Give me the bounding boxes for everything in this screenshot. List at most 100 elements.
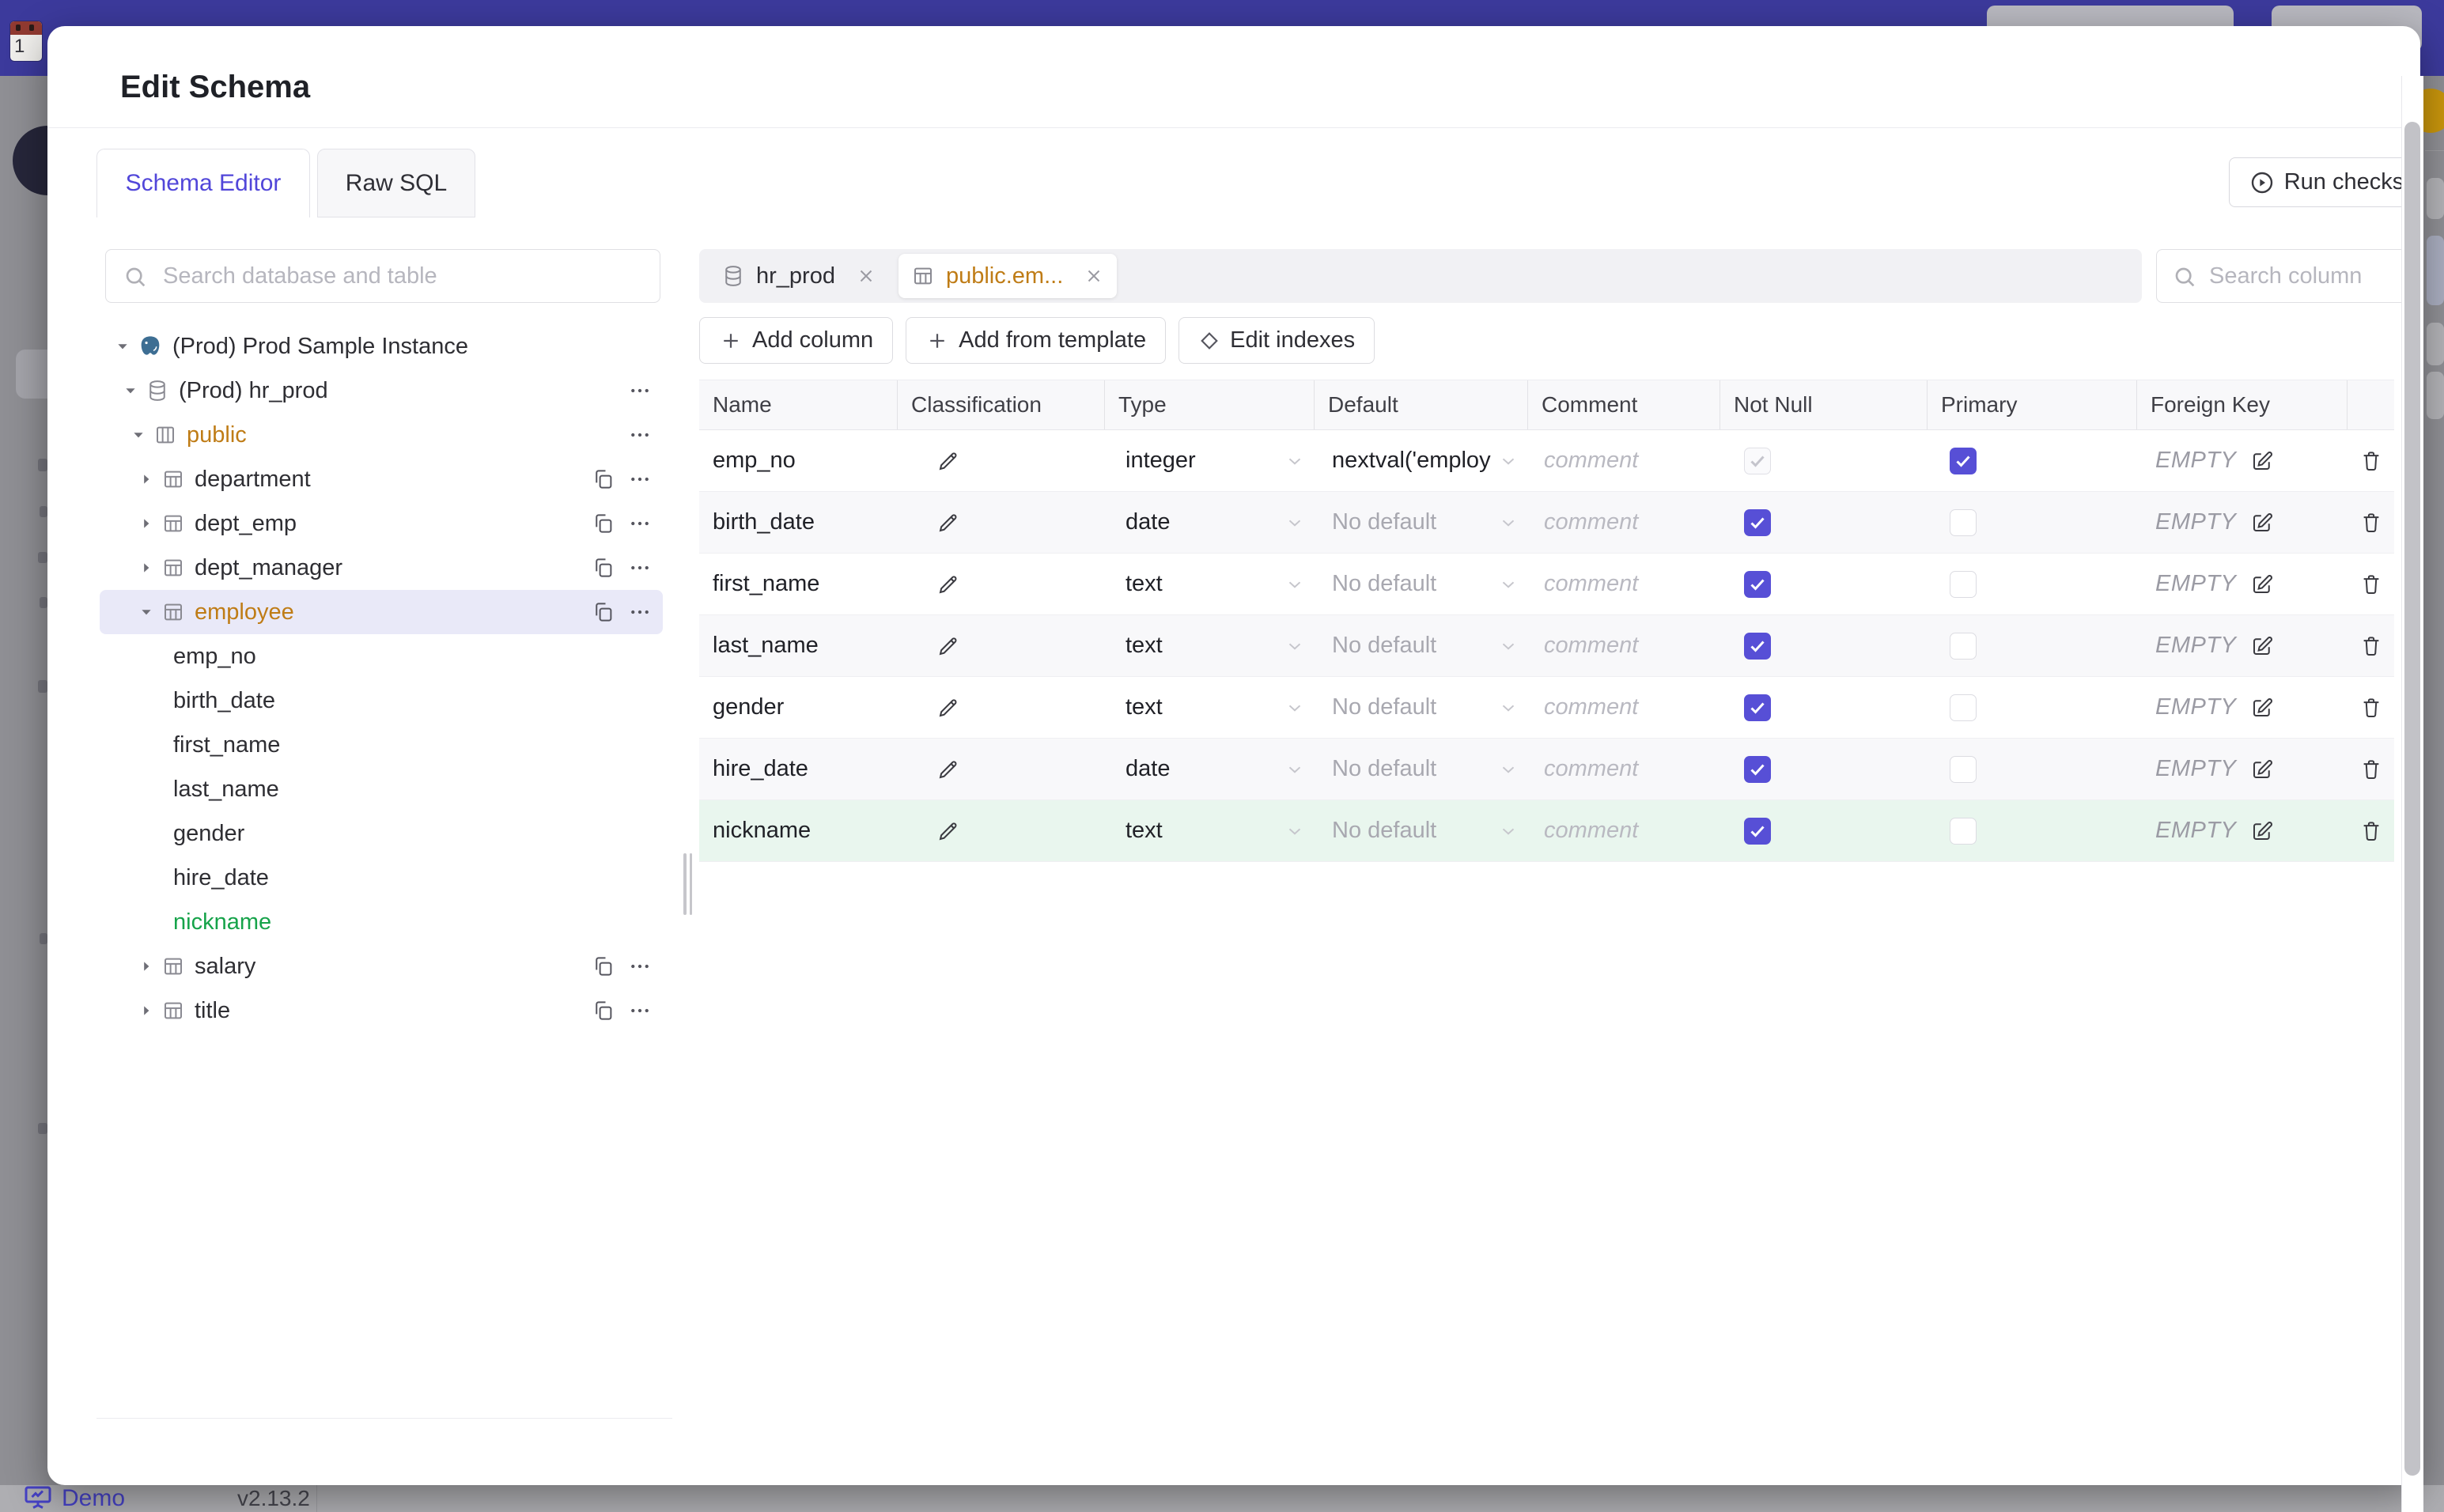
more-actions-icon[interactable] — [628, 379, 652, 403]
tree-item-dept_emp[interactable]: dept_emp — [100, 501, 663, 546]
not-null-checkbox[interactable] — [1720, 615, 1928, 676]
type-select[interactable]: integer — [1105, 430, 1315, 491]
pencil-icon[interactable] — [936, 758, 960, 781]
foreign-key-cell[interactable]: EMPTY — [2137, 492, 2348, 553]
comment-input[interactable]: comment — [1544, 448, 1639, 473]
caret-right-icon[interactable] — [136, 516, 157, 531]
checkbox-icon[interactable] — [1950, 694, 1977, 721]
pencil-icon[interactable] — [936, 634, 960, 658]
not-null-checkbox[interactable] — [1720, 677, 1928, 738]
primary-checkbox[interactable] — [1928, 677, 2137, 738]
default-select[interactable]: nextval('employ — [1315, 430, 1528, 491]
classification-cell[interactable] — [898, 739, 1105, 799]
more-actions-icon[interactable] — [628, 954, 652, 978]
column-name-cell[interactable]: hire_date — [713, 756, 808, 781]
tab-schema-editor[interactable]: Schema Editor — [96, 149, 310, 217]
tree-item-birth_date[interactable]: birth_date — [100, 679, 663, 723]
checkbox-checked-icon[interactable] — [1744, 694, 1771, 721]
not-null-checkbox[interactable] — [1720, 492, 1928, 553]
more-actions-icon[interactable] — [628, 999, 652, 1022]
copy-icon[interactable] — [592, 600, 615, 624]
trash-icon[interactable] — [2359, 696, 2383, 720]
tree-item-last_name[interactable]: last_name — [100, 767, 663, 811]
tree-item-hire_date[interactable]: hire_date — [100, 856, 663, 900]
more-actions-icon[interactable] — [628, 600, 652, 624]
more-actions-icon[interactable] — [628, 467, 652, 491]
foreign-key-cell[interactable]: EMPTY — [2137, 615, 2348, 676]
type-select[interactable]: text — [1105, 677, 1315, 738]
caret-right-icon[interactable] — [136, 1004, 157, 1018]
type-select[interactable]: text — [1105, 800, 1315, 861]
classification-cell[interactable] — [898, 677, 1105, 738]
checkbox-checked-icon[interactable] — [1744, 632, 1771, 660]
classification-cell[interactable] — [898, 800, 1105, 861]
pencil-icon[interactable] — [936, 573, 960, 596]
primary-checkbox[interactable] — [1928, 492, 2137, 553]
tab-chip-public-employee[interactable]: public.em... — [898, 254, 1118, 298]
foreign-key-cell[interactable]: EMPTY — [2137, 800, 2348, 861]
column-name-cell[interactable]: birth_date — [713, 509, 815, 535]
tree-item--prod-prod-sample-instance[interactable]: (Prod) Prod Sample Instance — [100, 324, 663, 369]
trash-icon[interactable] — [2359, 511, 2383, 535]
default-select[interactable]: No default — [1315, 492, 1528, 553]
demo-link[interactable]: Demo — [62, 1485, 126, 1511]
not-null-checkbox[interactable] — [1720, 554, 1928, 614]
column-name-cell[interactable]: first_name — [713, 571, 820, 596]
checkbox-checked-icon[interactable] — [1950, 447, 1977, 474]
primary-checkbox[interactable] — [1928, 739, 2137, 799]
checkbox-icon[interactable] — [1950, 632, 1977, 660]
add-column-button[interactable]: Add column — [699, 317, 894, 364]
column-name-cell[interactable]: nickname — [713, 818, 812, 843]
foreign-key-cell[interactable]: EMPTY — [2137, 554, 2348, 614]
tree-item-first_name[interactable]: first_name — [100, 723, 663, 767]
tree-item-dept_manager[interactable]: dept_manager — [100, 546, 663, 590]
tree-item-department[interactable]: department — [100, 457, 663, 501]
delete-column-cell[interactable] — [2348, 430, 2394, 491]
comment-input[interactable]: comment — [1544, 818, 1639, 843]
tab-raw-sql[interactable]: Raw SQL — [317, 149, 475, 217]
trash-icon[interactable] — [2359, 449, 2383, 473]
checkbox-checked-icon[interactable] — [1744, 570, 1771, 598]
tree-item-title[interactable]: title — [100, 988, 663, 1033]
copy-icon[interactable] — [592, 467, 615, 491]
not-null-checkbox[interactable] — [1720, 739, 1928, 799]
foreign-key-cell[interactable]: EMPTY — [2137, 739, 2348, 799]
trash-icon[interactable] — [2359, 758, 2383, 781]
classification-cell[interactable] — [898, 430, 1105, 491]
default-select[interactable]: No default — [1315, 554, 1528, 614]
run-checks-button[interactable]: Run checks — [2229, 157, 2420, 207]
type-select[interactable]: date — [1105, 492, 1315, 553]
column-search-input[interactable] — [2156, 249, 2414, 303]
checkbox-icon[interactable] — [1950, 755, 1977, 783]
caret-right-icon[interactable] — [136, 472, 157, 486]
not-null-checkbox[interactable] — [1720, 800, 1928, 861]
default-select[interactable]: No default — [1315, 800, 1528, 861]
tree-item--prod-hr_prod[interactable]: (Prod) hr_prod — [100, 369, 663, 413]
panel-resize-handle[interactable] — [683, 853, 695, 919]
copy-icon[interactable] — [592, 999, 615, 1022]
caret-right-icon[interactable] — [136, 561, 157, 575]
edit-icon[interactable] — [2250, 696, 2274, 720]
delete-column-cell[interactable] — [2348, 677, 2394, 738]
primary-checkbox[interactable] — [1928, 800, 2137, 861]
edit-icon[interactable] — [2250, 634, 2274, 658]
checkbox-icon[interactable] — [1950, 817, 1977, 845]
checkbox-checked-icon[interactable] — [1744, 447, 1771, 474]
pencil-icon[interactable] — [936, 511, 960, 535]
tree-item-emp_no[interactable]: emp_no — [100, 634, 663, 679]
edit-icon[interactable] — [2250, 758, 2274, 781]
close-icon[interactable] — [1084, 266, 1104, 286]
type-select[interactable]: text — [1105, 554, 1315, 614]
trash-icon[interactable] — [2359, 819, 2383, 843]
not-null-checkbox[interactable] — [1720, 430, 1928, 491]
checkbox-checked-icon[interactable] — [1744, 817, 1771, 845]
copy-icon[interactable] — [592, 556, 615, 580]
caret-down-icon[interactable] — [128, 428, 149, 442]
primary-checkbox[interactable] — [1928, 615, 2137, 676]
default-select[interactable]: No default — [1315, 615, 1528, 676]
foreign-key-cell[interactable]: EMPTY — [2137, 677, 2348, 738]
caret-down-icon[interactable] — [136, 605, 157, 619]
foreign-key-cell[interactable]: EMPTY — [2137, 430, 2348, 491]
delete-column-cell[interactable] — [2348, 615, 2394, 676]
trash-icon[interactable] — [2359, 634, 2383, 658]
